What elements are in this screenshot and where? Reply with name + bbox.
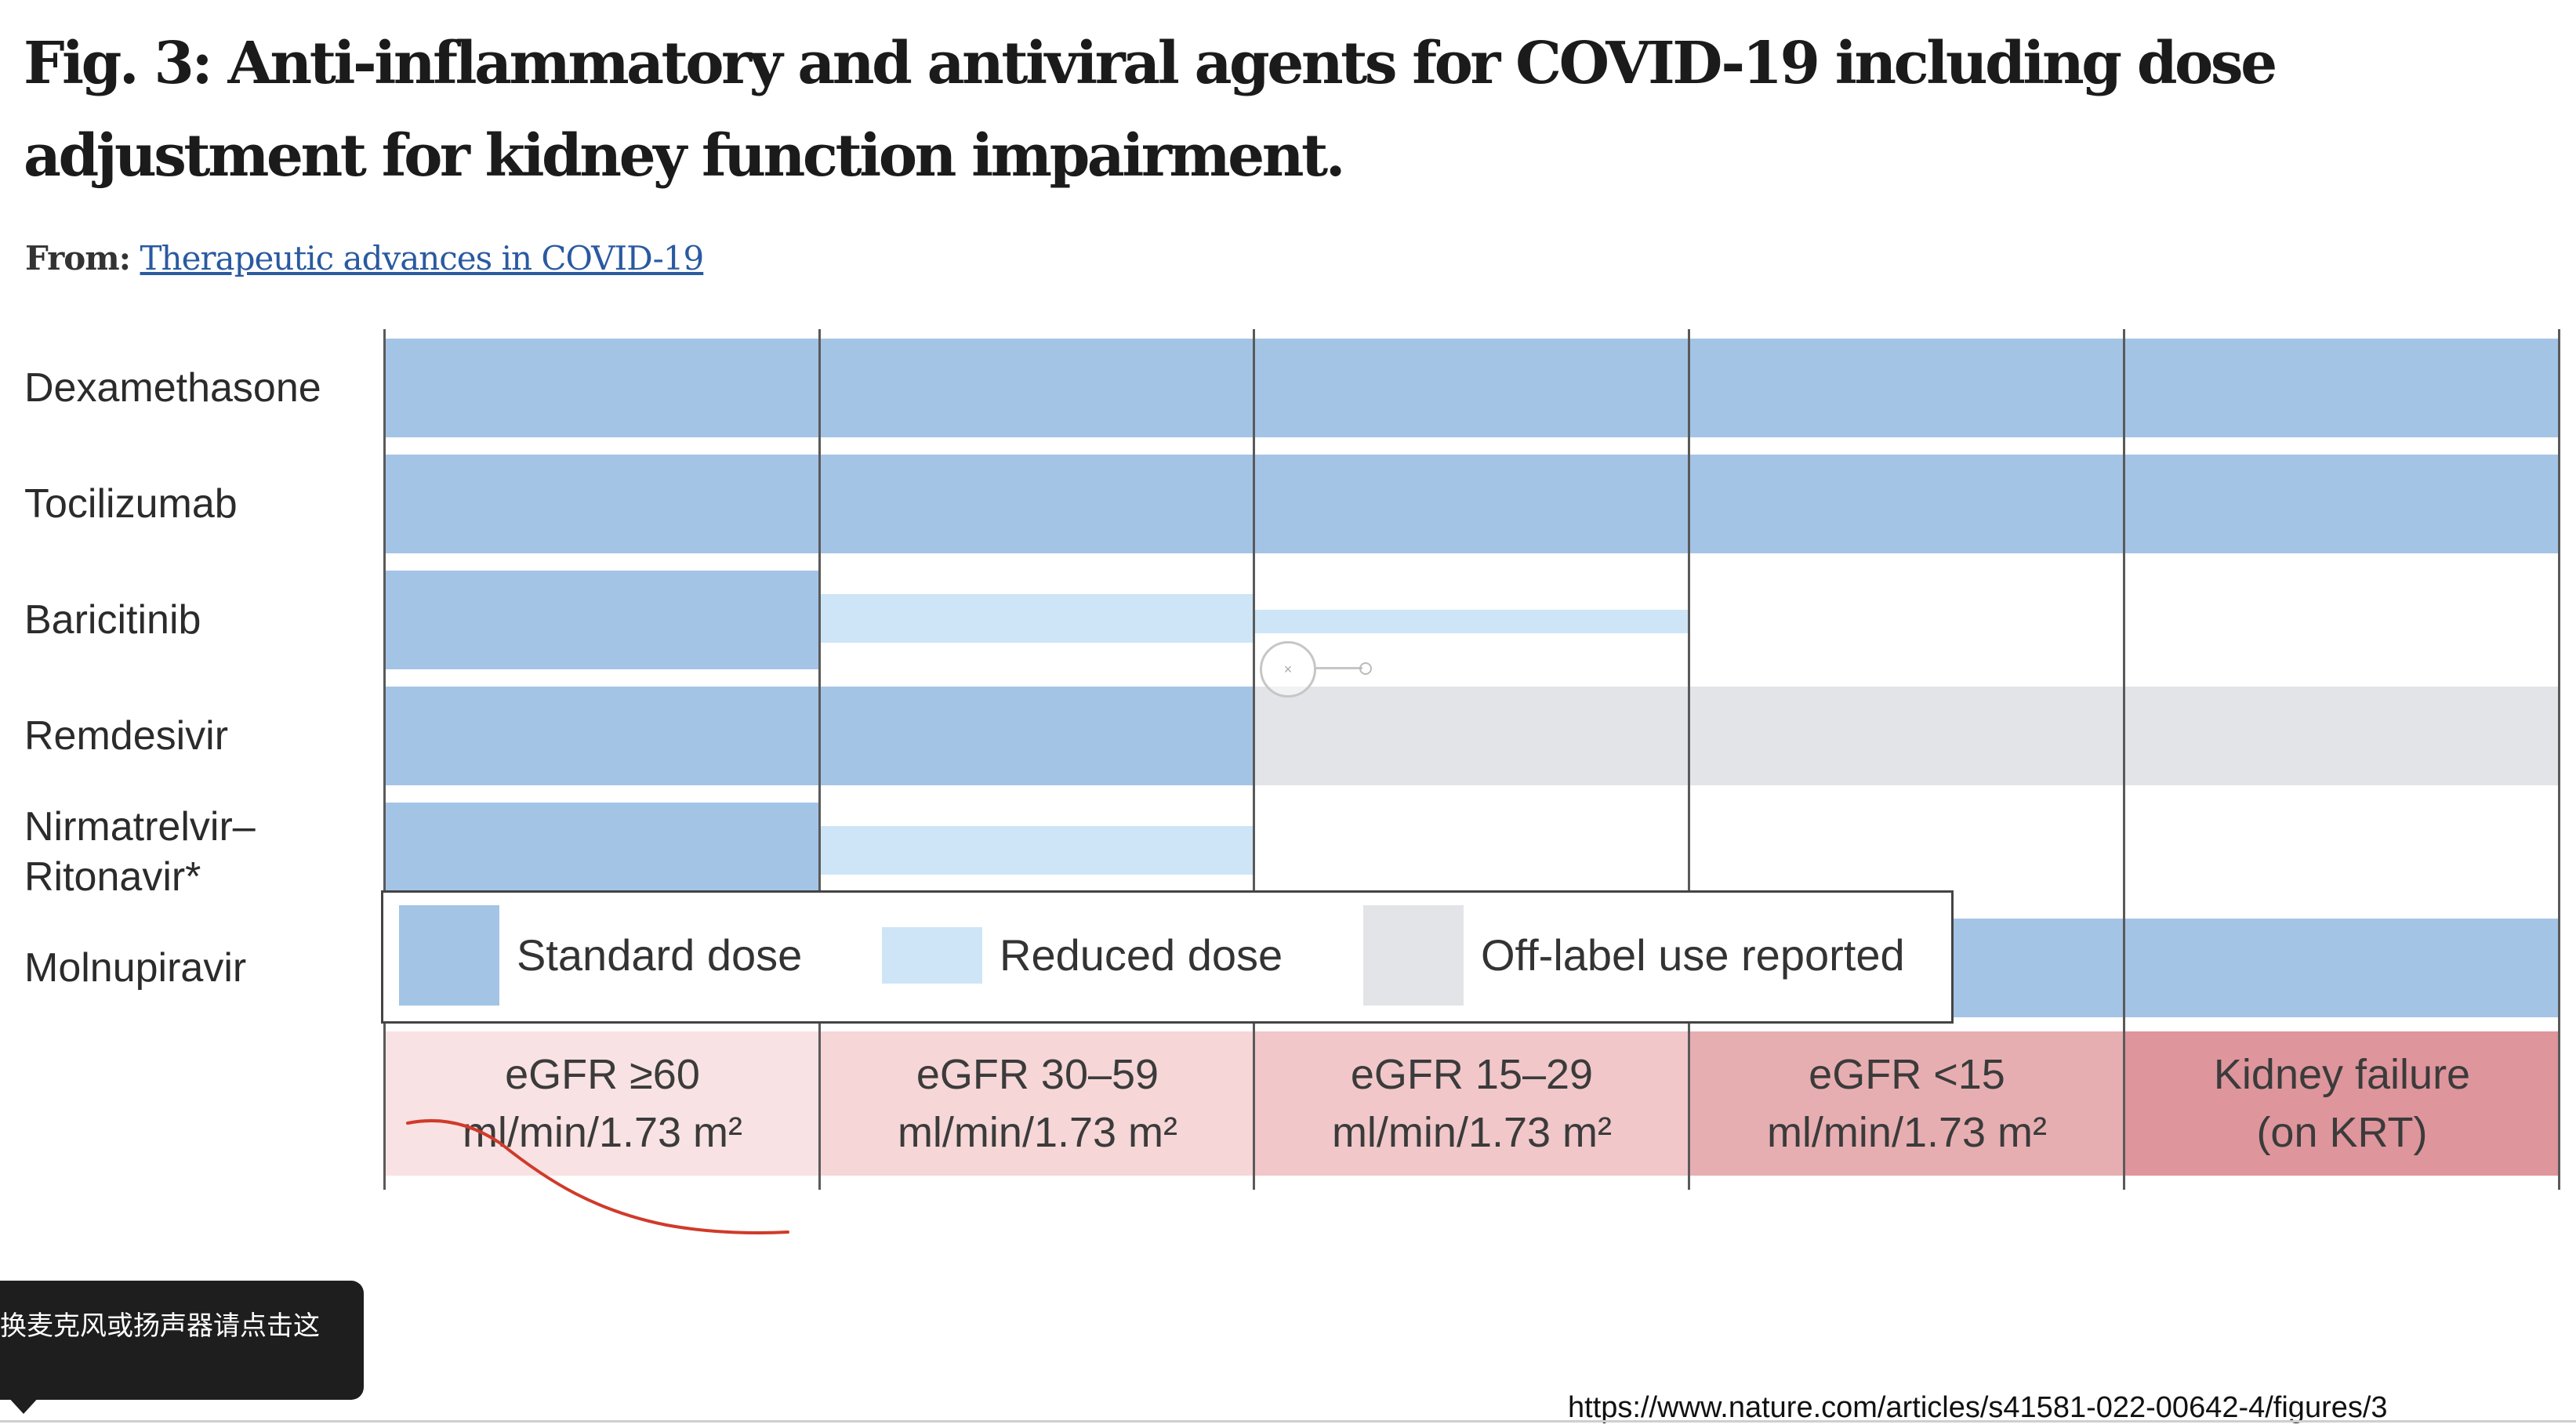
legend-label-offlabel: Off-label use reported: [1481, 930, 1905, 980]
figure-title-line2: adjustment for kidney function impairmen…: [24, 122, 1345, 190]
legend: Standard dose Reduced dose Off-label use r…: [381, 890, 1954, 1024]
egfr-column-header: eGFR 30–59 ml/min/1.73 m²: [820, 1031, 1255, 1176]
drug-label-line: Tocilizumab: [24, 481, 238, 527]
egfr-column-label: eGFR ≥60 ml/min/1.73 m²: [463, 1046, 742, 1162]
dose-cell-standard: [385, 339, 820, 437]
drug-label: Remdesivir: [24, 711, 228, 761]
egfr-column-label-line: eGFR ≥60: [505, 1051, 700, 1098]
dose-cell-reduced: [820, 826, 1255, 875]
dose-cell-standard: [820, 339, 1255, 437]
dose-cell-standard: [385, 571, 820, 669]
column-divider: [818, 329, 821, 1190]
annotation-path: [406, 1118, 789, 1235]
egfr-column-label-line: eGFR 15–29: [1350, 1051, 1594, 1098]
drug-label-line: Dexamethasone: [24, 365, 321, 411]
cursor-indicator: ×: [1260, 641, 1316, 698]
source-line: From: Therapeutic advances in COVID-19: [25, 239, 705, 277]
audio-device-toast[interactable]: 换麦克风或扬声器请点击这: [0, 1281, 364, 1400]
egfr-column-label-line: eGFR 30–59: [916, 1051, 1159, 1098]
dose-cell-standard: [385, 803, 820, 901]
dose-cell-standard: [385, 687, 820, 785]
drug-label-line: Nirmatrelvir–: [24, 804, 256, 850]
legend-swatch-standard: [399, 905, 499, 1006]
drug-label: Molnupiravir: [24, 943, 246, 993]
toast-text: 换麦克风或扬声器请点击这: [0, 1310, 320, 1342]
egfr-column-header: eGFR ≥60 ml/min/1.73 m²: [385, 1031, 820, 1176]
egfr-column-label-line: (on KRT): [2256, 1109, 2428, 1156]
dose-cell-standard: [1689, 455, 2124, 553]
dose-cell-standard: [820, 687, 1255, 785]
egfr-column-label: Kidney failure (on KRT): [2214, 1046, 2470, 1162]
drug-label-line: Remdesivir: [24, 713, 229, 759]
legend-swatch-reduced: [882, 927, 982, 984]
dose-cell-standard: [2124, 339, 2560, 437]
dose-cell-offlabel: [1689, 687, 2124, 785]
drug-label-line: Ritonavir*: [24, 854, 201, 900]
egfr-column-label-line: eGFR <15: [1809, 1051, 2005, 1098]
column-divider: [2123, 329, 2125, 1190]
legend-swatch-offlabel: [1363, 905, 1464, 1006]
drug-label-line: Molnupiravir: [24, 945, 247, 991]
egfr-column-label-line: Kidney failure: [2213, 1051, 2471, 1098]
drug-label: Dexamethasone: [24, 363, 321, 413]
egfr-column-header: eGFR <15 ml/min/1.73 m²: [1689, 1031, 2124, 1176]
dose-cell-reduced-narrow: [1254, 610, 1689, 633]
dose-cell-standard: [2124, 919, 2560, 1017]
egfr-column-label: eGFR <15 ml/min/1.73 m²: [1767, 1046, 2047, 1162]
dose-cell-standard: [385, 455, 820, 553]
legend-label-reduced: Reduced dose: [1000, 930, 1283, 980]
dose-cell-standard: [1254, 339, 1689, 437]
source-url: https://www.nature.com/articles/s41581-0…: [1568, 1391, 2388, 1424]
figure-title-line1: Fig. 3: Anti-inflammatory and antiviral …: [24, 30, 2277, 97]
column-divider: [1688, 329, 1690, 1190]
egfr-column-header: eGFR 15–29 ml/min/1.73 m²: [1254, 1031, 1689, 1176]
dose-cell-reduced: [820, 594, 1255, 643]
dose-cell-standard: [1254, 455, 1689, 553]
dose-cell-standard: [820, 455, 1255, 553]
legend-label-standard: Standard dose: [517, 930, 803, 980]
drug-label: Baricitinib: [24, 595, 201, 645]
egfr-column-label-line: ml/min/1.73 m²: [1766, 1109, 2048, 1156]
column-divider: [383, 329, 386, 1190]
cursor-stem: [1314, 667, 1362, 669]
column-divider: [2558, 329, 2560, 1190]
from-label: From:: [25, 239, 131, 277]
bottom-divider: [0, 1420, 2576, 1423]
dose-cell-offlabel: [1254, 687, 1689, 785]
egfr-column-label-line: ml/min/1.73 m²: [897, 1109, 1178, 1156]
dose-cell-offlabel: [2124, 687, 2560, 785]
egfr-column-header: Kidney failure (on KRT): [2124, 1031, 2560, 1176]
figure-title: Fig. 3: Anti-inflammatory and antiviral …: [24, 17, 2297, 202]
column-divider: [1253, 329, 1255, 1190]
egfr-column-label: eGFR 30–59 ml/min/1.73 m²: [898, 1046, 1177, 1162]
drug-label-line: Baricitinib: [24, 597, 201, 643]
cursor-dot: [1359, 662, 1372, 675]
drug-label: Tocilizumab: [24, 479, 238, 529]
drug-label: Nirmatrelvir– Ritonavir*: [24, 802, 256, 902]
egfr-column-label: eGFR 15–29 ml/min/1.73 m²: [1332, 1046, 1612, 1162]
source-article-link[interactable]: Therapeutic advances in COVID-19: [140, 239, 705, 277]
dose-cell-standard: [2124, 455, 2560, 553]
egfr-column-label-line: ml/min/1.73 m²: [1331, 1109, 1613, 1156]
dose-cell-standard: [1689, 339, 2124, 437]
